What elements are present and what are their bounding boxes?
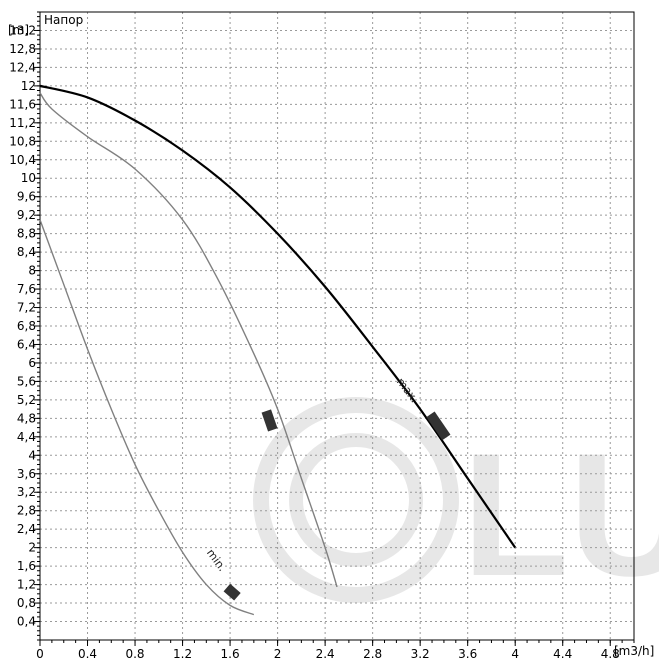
y-tick-label: 0,4 [17,615,36,629]
y-tick-label: 12 [21,79,36,93]
x-tick-label: 2.8 [363,647,382,660]
y-tick-label: 2,4 [17,522,36,536]
x-tick-label: 0 [36,647,44,660]
x-tick-label: 0.4 [78,647,97,660]
y-tick-label: 12,4 [9,60,36,74]
max-curve-marker [426,411,451,441]
y-tick-label: 8,8 [17,227,36,241]
ticks: 0,4 0,8 1,2 1,6 2 2,4 2,8 3,2 3,6 4 4,4 4,8 5,2 5,6 6 6… [9,11,635,660]
y-axis-label: [m] [8,23,29,37]
y-tick-label: 0,8 [17,596,36,610]
y-tick-label: 5,6 [17,374,36,388]
y-tick-label: 7,2 [17,301,36,315]
y-tick-label: 4,8 [17,411,36,425]
y-tick-label: 6,8 [17,319,36,333]
y-tick-label: 11,6 [9,97,36,111]
y-tick-label: 6 [28,356,36,370]
y-tick-label: 10,4 [9,153,36,167]
y-tick-label: 9,6 [17,190,36,204]
x-tick-label: 4.8 [601,647,620,660]
y-tick-label: 5,2 [17,393,36,407]
series-line-max [39,84,517,549]
y-tick-label: 10,8 [9,134,36,148]
x-tick-label: 0.8 [125,647,144,660]
series-line-mid [39,92,338,588]
x-axis-label: [m3/h] [614,644,654,658]
series-group [39,84,517,616]
mid-curve-marker [261,409,278,432]
y-tick-label: 3,6 [17,467,36,481]
x-tick-label: 1.6 [221,647,240,660]
x-tick-label: 4.4 [553,647,572,660]
x-tick-label: 2.4 [316,647,335,660]
y-tick-label: 11,2 [9,116,36,130]
y-tick-label: 8,4 [17,245,36,259]
y-tick-label: 10 [21,171,36,185]
y-tick-label: 2 [28,541,36,555]
y-tick-label: 12,8 [9,42,36,56]
x-tick-label: 4 [511,647,519,660]
y-tick-label: 6,4 [17,337,36,351]
y-tick-label: 13,2 [9,23,36,37]
y-tick-label: 1,2 [17,578,36,592]
series-line-min [39,219,255,616]
grid [40,12,634,640]
x-tick-label: 2 [274,647,282,660]
watermark-ring-inner [289,433,423,567]
y-tick-label: 9,2 [17,208,36,222]
y-tick-label: 2,8 [17,504,36,518]
x-tick-label: 3.2 [411,647,430,660]
watermark-logo: LU [253,397,659,613]
y-tick-label: 1,6 [17,559,36,573]
y-tick-label: 3,2 [17,485,36,499]
x-tick-label: 3.6 [458,647,477,660]
x-tick-label: 1.2 [173,647,192,660]
y-tick-label: 4 [28,448,36,462]
y-tick-label: 7,6 [17,282,36,296]
watermark-text: LU [462,418,659,613]
y-tick-label: 4,4 [17,430,36,444]
chart-title: Напор [44,13,83,27]
min-curve-marker [223,583,241,601]
watermark-ring-outer [253,397,459,603]
y-tick-label: 8 [28,264,36,278]
